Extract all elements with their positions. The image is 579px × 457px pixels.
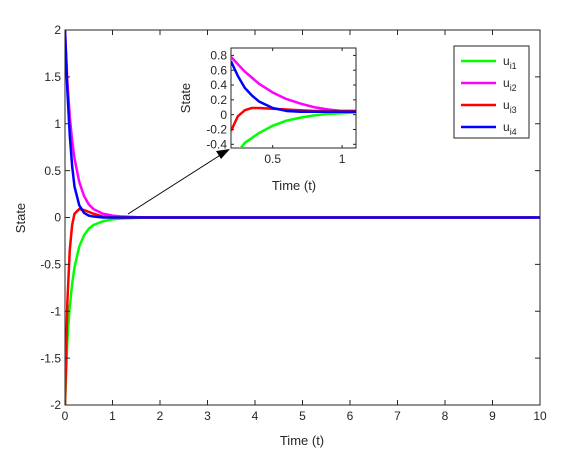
main-x-tick-label: 8	[442, 409, 449, 423]
main-x-ticks: 0 1 2 3 4 5 6 7 8 9 10	[62, 30, 547, 423]
main-y-ticks: -2-1.5-1-0.500.511.52	[40, 23, 540, 412]
legend: ui1 ui2 ui3 ui4	[453, 45, 530, 139]
inset-x-tick-label: 1	[339, 152, 346, 166]
main-x-tick-label: 2	[157, 409, 164, 423]
main-x-tick-label: 1	[109, 409, 116, 423]
main-x-tick-label: 4	[252, 409, 259, 423]
zoom-arrow	[127, 149, 230, 215]
main-x-tick-label: 10	[533, 409, 547, 423]
inset-axes-box	[230, 47, 357, 149]
inset-y-tick-label: -0.2	[206, 123, 227, 137]
main-y-tick-label: -1.5	[40, 351, 61, 365]
inset-y-tick-label: -0.4	[206, 137, 227, 151]
inset-series-line-1	[239, 111, 356, 148]
main-x-axis-label: Time (t)	[280, 433, 324, 448]
inset-y-ticks: -0.4-0.200.20.40.60.8	[206, 49, 356, 151]
main-y-tick-label: 2	[54, 23, 61, 37]
inset-y-tick-label: 0.2	[210, 93, 227, 107]
legend-label-1: ui1	[503, 54, 517, 71]
main-x-tick-label: 9	[489, 409, 496, 423]
main-x-tick-label: 6	[347, 409, 354, 423]
inset-y-tick-label: 0	[220, 108, 227, 122]
main-y-tick-label: -1	[50, 304, 61, 318]
main-y-tick-label: 0	[54, 211, 61, 225]
main-y-tick-label: 1.5	[44, 70, 61, 84]
legend-label-4: ui4	[503, 120, 517, 137]
main-x-tick-label: 7	[394, 409, 401, 423]
inset-x-axis-label: Time (t)	[272, 178, 316, 193]
main-x-tick-label: 5	[299, 409, 306, 423]
legend-label-2: ui2	[503, 76, 517, 93]
inset-x-ticks: 0.5 1	[264, 48, 346, 166]
main-x-tick-label: 3	[204, 409, 211, 423]
inset-x-tick-label: 0.5	[264, 152, 281, 166]
main-series-line-4	[65, 30, 540, 219]
legend-items: ui1 ui2 ui3 ui4	[461, 54, 517, 137]
main-y-tick-label: -2	[50, 398, 61, 412]
main-x-tick-label: 0	[62, 409, 69, 423]
zoom-arrow-head	[216, 149, 230, 159]
main-y-axis-label: State	[13, 203, 28, 233]
inset-y-axis-label: State	[178, 83, 193, 113]
inset-series-group	[231, 56, 356, 148]
main-y-tick-label: 0.5	[44, 164, 61, 178]
main-y-tick-label: 1	[54, 117, 61, 131]
inset-y-tick-label: 0.4	[210, 78, 227, 92]
inset-series-line-4	[231, 60, 356, 113]
main-y-tick-label: -0.5	[40, 258, 61, 272]
legend-label-3: ui3	[503, 98, 517, 115]
inset-plot: 0.5 1 -0.4-0.200.20.40.60.8 Time (t) Stat…	[178, 47, 357, 193]
inset-y-tick-label: 0.8	[210, 49, 227, 63]
inset-y-tick-label: 0.6	[210, 63, 227, 77]
main-series-group	[65, 30, 540, 405]
